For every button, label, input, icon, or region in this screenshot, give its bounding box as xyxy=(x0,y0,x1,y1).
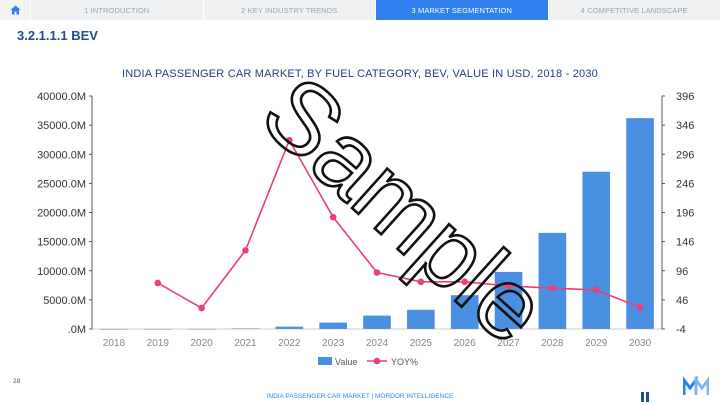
yoy-line xyxy=(157,138,641,310)
yoy-point xyxy=(286,136,293,144)
x-tick-label: 2026 xyxy=(454,338,477,349)
value-bar xyxy=(626,118,654,329)
right-tick-label: 396 xyxy=(676,91,694,103)
x-tick-label: 2030 xyxy=(629,338,652,349)
value-bar xyxy=(407,309,435,329)
yoy-point xyxy=(198,304,205,312)
x-tick-label: 2025 xyxy=(410,338,433,349)
yoy-point xyxy=(242,247,249,254)
left-tick-label: 35000.0M xyxy=(37,120,86,132)
tab-key-industry-trends[interactable]: 2 KEY INDUSTRY TRENDS xyxy=(202,0,375,20)
x-tick-label: 2021 xyxy=(234,338,257,349)
yoy-point xyxy=(329,213,337,221)
x-tick-label: 2029 xyxy=(585,338,608,349)
x-tick-label: 2020 xyxy=(190,338,213,349)
value-bar xyxy=(319,322,347,329)
mordor-logo-icon xyxy=(683,376,709,395)
x-tick-label: 2028 xyxy=(541,338,564,349)
home-button[interactable] xyxy=(0,0,30,20)
value-bar xyxy=(494,271,523,329)
right-tick-label: 346 xyxy=(676,120,694,132)
home-icon xyxy=(10,5,20,15)
left-tick-label: 20000.0M xyxy=(37,208,86,220)
left-tick-label: 10000.0M xyxy=(37,266,86,278)
yoy-point xyxy=(373,269,381,276)
left-tick-label: 40000.0M xyxy=(37,91,86,103)
right-tick-label: 196 xyxy=(676,208,694,220)
yoy-point xyxy=(549,284,556,292)
left-tick-label: 30000.0M xyxy=(37,149,86,161)
left-tick-label: 5000.0M xyxy=(43,295,86,307)
x-tick-label: 2023 xyxy=(322,338,345,349)
chart-title: INDIA PASSENGER CAR MARKET, BY FUEL CATE… xyxy=(122,68,598,80)
page-number: 28 xyxy=(13,378,21,385)
value-bar xyxy=(275,326,304,329)
value-bar xyxy=(363,315,391,329)
yoy-point xyxy=(505,282,512,290)
top-navigation: 1 INTRODUCTION 2 KEY INDUSTRY TRENDS 3 M… xyxy=(0,0,720,20)
tab-competitive-landscape[interactable]: 4 COMPETITIVE LANDSCAPE xyxy=(547,0,720,20)
left-tick-label: .0M xyxy=(68,324,86,336)
yoy-point xyxy=(592,286,600,294)
right-tick-label: 296 xyxy=(676,149,694,161)
right-tick-label: 46 xyxy=(676,295,688,307)
right-tick-label: -4 xyxy=(676,324,686,336)
value-bar xyxy=(450,295,479,329)
legend-yoy-label: YOY% xyxy=(391,357,418,367)
left-tick-label: 25000.0M xyxy=(37,178,86,190)
x-tick-label: 2018 xyxy=(103,338,126,349)
sample-watermark: Sample xyxy=(241,55,568,365)
legend-value-swatch xyxy=(318,357,332,365)
logo-mark-icon xyxy=(641,392,649,402)
legend-value-label: Value xyxy=(335,357,357,367)
x-tick-label: 2019 xyxy=(147,338,170,349)
tab-introduction[interactable]: 1 INTRODUCTION xyxy=(30,0,203,20)
x-tick-label: 2027 xyxy=(497,338,520,349)
legend-yoy-marker xyxy=(373,357,381,365)
left-tick-label: 15000.0M xyxy=(37,237,86,249)
right-tick-label: 146 xyxy=(676,237,694,249)
right-tick-label: 246 xyxy=(676,178,694,190)
yoy-point xyxy=(154,279,162,287)
tab-market-segmentation[interactable]: 3 MARKET SEGMENTATION xyxy=(375,0,548,20)
x-tick-label: 2022 xyxy=(278,338,301,349)
yoy-point xyxy=(461,278,468,286)
footer-text: INDIA PASSENGER CAR MARKET | MORDOR INTE… xyxy=(266,393,454,400)
right-tick-label: 96 xyxy=(676,266,688,278)
yoy-point xyxy=(417,278,425,286)
section-title: 3.2.1.1.1 BEV xyxy=(17,28,98,43)
value-bar xyxy=(538,232,567,329)
yoy-point xyxy=(636,304,644,311)
x-tick-label: 2024 xyxy=(366,338,389,349)
value-bar xyxy=(582,171,611,329)
